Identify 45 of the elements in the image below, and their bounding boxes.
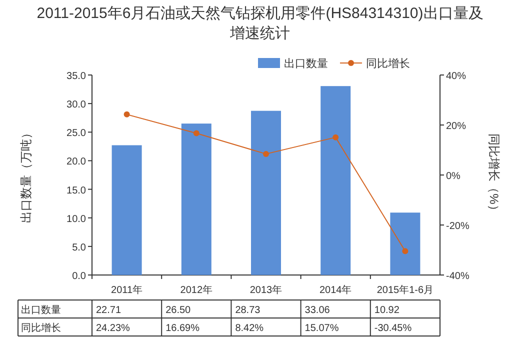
point	[263, 150, 269, 157]
data-label: 8.42%	[235, 323, 264, 334]
point	[332, 134, 339, 140]
bar	[112, 145, 142, 275]
y2-tick-label: 20%	[446, 121, 466, 132]
chart-title: 2011-2015年6月石油或天然气钻探机用零件(HS84314310)出口量及增速统计	[36, 5, 484, 42]
point	[193, 130, 200, 136]
bar	[320, 86, 351, 275]
x-tick-label: 2015年1-6月	[376, 284, 434, 296]
legend-label: 同比增长	[366, 57, 410, 70]
y-tick-label: 10.0	[66, 214, 86, 225]
x-tick-label: 2011年	[111, 284, 143, 296]
y-tick-label: 0.0	[72, 271, 86, 282]
y-tick-label: 20.0	[66, 156, 86, 168]
x-tick-label: 2013年	[250, 284, 282, 296]
y2-tick-label: -20%	[446, 221, 470, 232]
data-label: 15.07%	[304, 323, 339, 334]
data-label: 26.50	[166, 305, 192, 316]
y-tick-label: 25.0	[66, 128, 86, 140]
y2-tick-label: 0%	[446, 171, 461, 182]
text: 出口数量	[21, 305, 61, 316]
data-label: 24.23%	[96, 323, 130, 334]
point	[402, 248, 408, 254]
y-axis-title: 出口数量（万吨）	[19, 127, 33, 223]
y-tick-label: 30.0	[66, 100, 86, 111]
y2-axis-title: 同比增长（%）	[487, 134, 501, 216]
bar	[251, 110, 281, 275]
x-tick-label: 2014年	[319, 284, 352, 296]
x-tick-label: 2012年	[180, 284, 213, 296]
y-tick-label: 5.0	[72, 242, 86, 254]
text: 同比增长	[21, 323, 61, 334]
bar	[390, 212, 420, 275]
data-label: 33.06	[304, 305, 330, 316]
y-tick-label: 15.0	[66, 185, 86, 196]
point	[124, 111, 130, 118]
data-label: 10.92	[374, 305, 400, 316]
y-tick-label: 35.0	[66, 71, 86, 82]
legend-label: 出口数量	[284, 57, 328, 70]
bar	[181, 124, 212, 275]
y2-tick-label: 40%	[446, 71, 466, 82]
data-label: -30.45%	[374, 323, 412, 334]
y2-tick-label: -40%	[446, 271, 470, 282]
data-label: 16.69%	[166, 323, 200, 334]
data-label: 28.73	[235, 305, 261, 316]
data-label: 22.71	[96, 305, 122, 316]
